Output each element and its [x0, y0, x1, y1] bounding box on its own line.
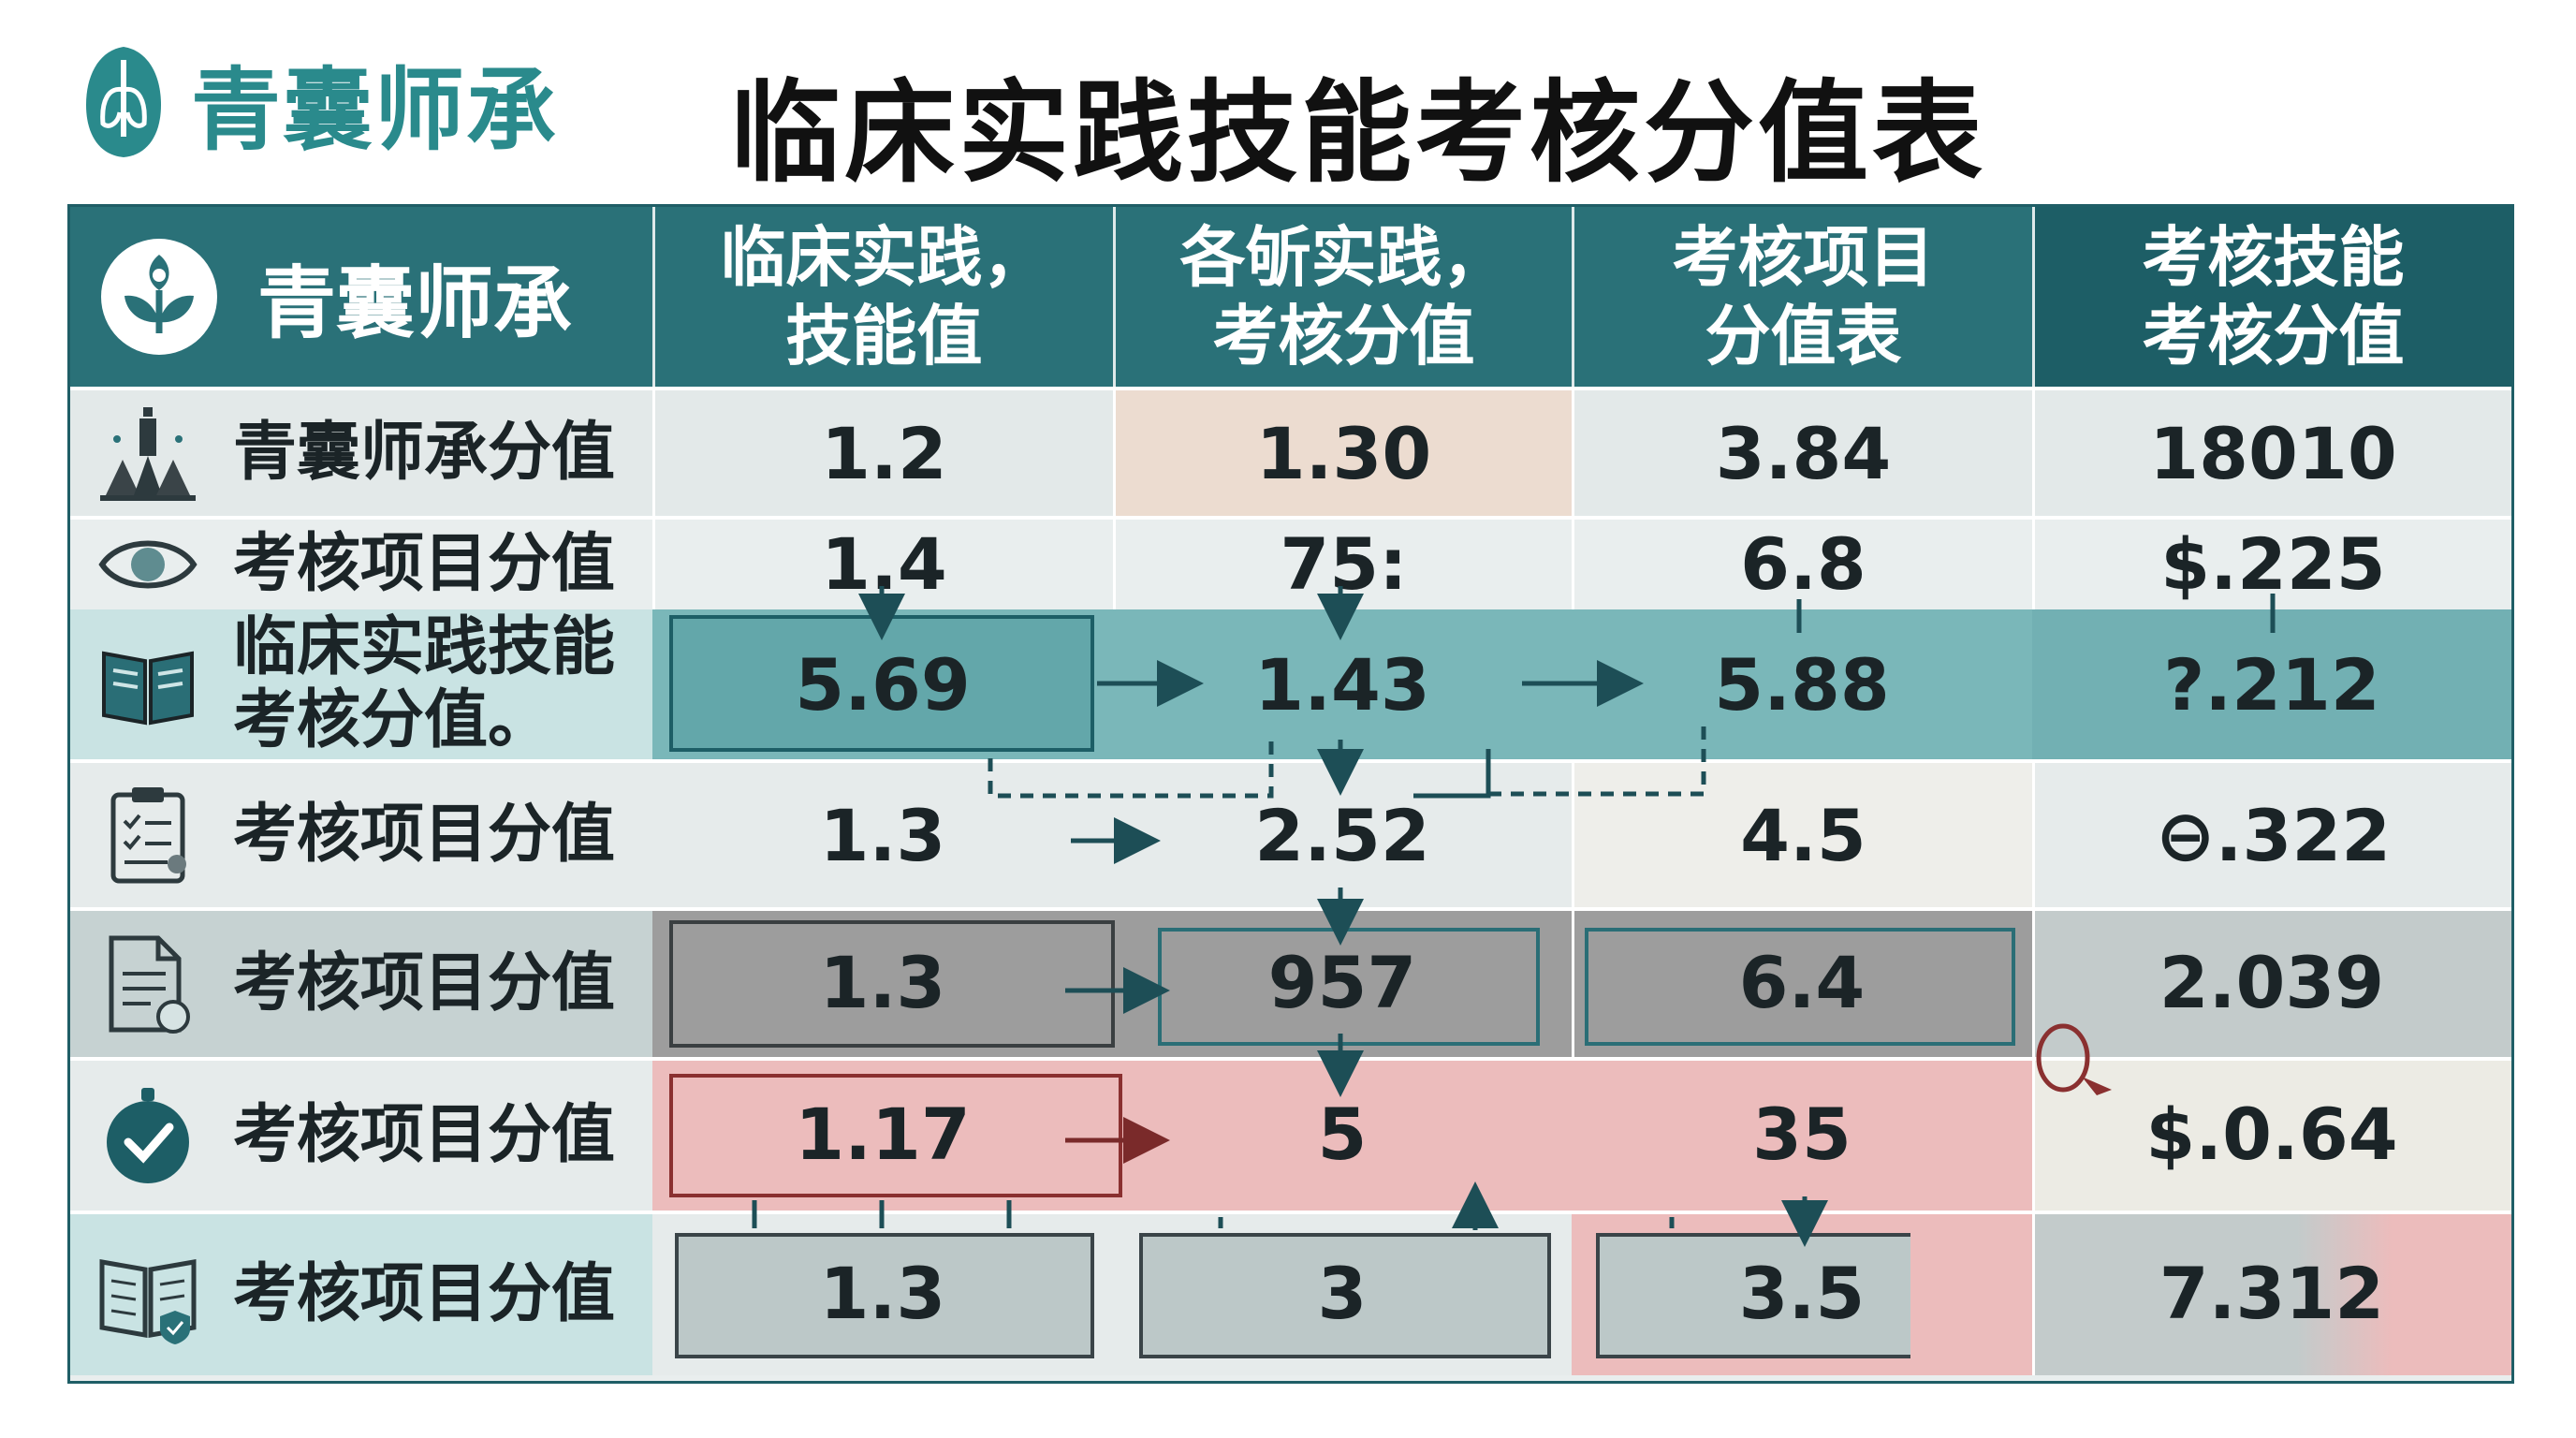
check-badge-icon — [107, 1088, 189, 1183]
value-cell: 1.3 — [819, 940, 946, 1024]
row-label: 考核项目分值 — [70, 759, 652, 907]
value-cell: 7.312 — [2159, 1251, 2385, 1335]
row-label: 考核项目分值 — [70, 1057, 652, 1211]
value-cell: 957 — [1267, 940, 1417, 1024]
lung-logo-icon — [86, 47, 161, 157]
row-label: 考核项目分值 — [70, 516, 652, 609]
highlight-box — [669, 1074, 1122, 1197]
value-cell: 35 — [1752, 1092, 1852, 1176]
row-label: 考核项目分值 — [70, 907, 652, 1057]
value-cell: 1.2 — [652, 387, 1113, 516]
highlight-box — [1585, 928, 2015, 1046]
value-cell: 3 — [1317, 1251, 1368, 1335]
leaf-logo-icon — [101, 239, 217, 355]
column-header-2: 各斪实践， 考核分值 — [1113, 207, 1572, 387]
value-cell: 3.84 — [1572, 387, 2032, 516]
row-label: 考核项目分值 — [70, 1211, 652, 1375]
value-cell: 1.17 — [795, 1092, 971, 1176]
value-cell: 1.30 — [1113, 387, 1572, 516]
row-label: 青囊师承分值 — [70, 387, 652, 516]
row-band-light — [2032, 907, 2511, 1057]
value-cell: $.0.64 — [2145, 1092, 2398, 1176]
value-cell: $.225 — [2032, 516, 2511, 609]
column-header-4: 考核技能 考核分值 — [2032, 207, 2511, 387]
highlight-box — [1139, 1233, 1551, 1358]
eye-icon — [98, 540, 198, 589]
value-cell: 1.3 — [819, 1251, 946, 1335]
clipboard-icon — [110, 787, 186, 884]
row-band-gray — [1572, 907, 2032, 1057]
brand-name: 青囊师承 — [191, 57, 558, 163]
highlight-box — [669, 920, 1115, 1048]
value-cell: ?.212 — [2032, 609, 2511, 759]
value-cell: 1.3 — [652, 759, 1113, 907]
figure-building-icon — [100, 407, 196, 501]
value-cell: 4.5 — [1572, 759, 2032, 907]
value-cell: 75: — [1113, 516, 1572, 609]
column-header-3: 考核项目 分值表 — [1572, 207, 2032, 387]
row-band-light — [2032, 1057, 2511, 1211]
book-shield-icon — [99, 1259, 197, 1344]
value-cell: 1.4 — [652, 516, 1113, 609]
column-header-1: 临床实践， 技能值 — [652, 207, 1113, 387]
header-brand-name: 青囊师承 — [257, 257, 573, 349]
value-cell: 5.69 — [795, 642, 971, 726]
highlight-box — [1596, 1233, 1910, 1358]
value-cell: 5.88 — [1714, 642, 1890, 726]
value-cell: 5 — [1317, 1092, 1368, 1176]
value-cell: 1.43 — [1254, 642, 1430, 726]
open-book-icon — [102, 651, 194, 726]
brand: 青囊师承 — [80, 41, 605, 163]
header-brand-cell: 青囊师承 — [70, 207, 652, 387]
value-cell: 6.8 — [1572, 516, 2032, 609]
value-cell: 2.039 — [2159, 940, 2385, 1024]
score-table: 青囊师承 临床实践， 技能值 各斪实践， 考核分值 考核项目 分值表 考核技能 考核分值… — [67, 204, 2514, 1384]
row-label: 临床实践技能 考核分值。 — [70, 609, 652, 759]
document-icon — [109, 935, 190, 1034]
page-title: 临床实践技能考核分值表 — [730, 68, 1987, 198]
highlight-box — [675, 1233, 1094, 1358]
value-cell: 18010 — [2032, 387, 2511, 516]
value-cell: 6.4 — [1738, 940, 1866, 1024]
value-cell: 2.52 — [1113, 759, 1572, 907]
row-band-light — [2032, 1211, 2511, 1375]
value-cell: 3.5 — [1738, 1251, 1866, 1335]
value-cell: ⊖.322 — [2032, 759, 2511, 907]
